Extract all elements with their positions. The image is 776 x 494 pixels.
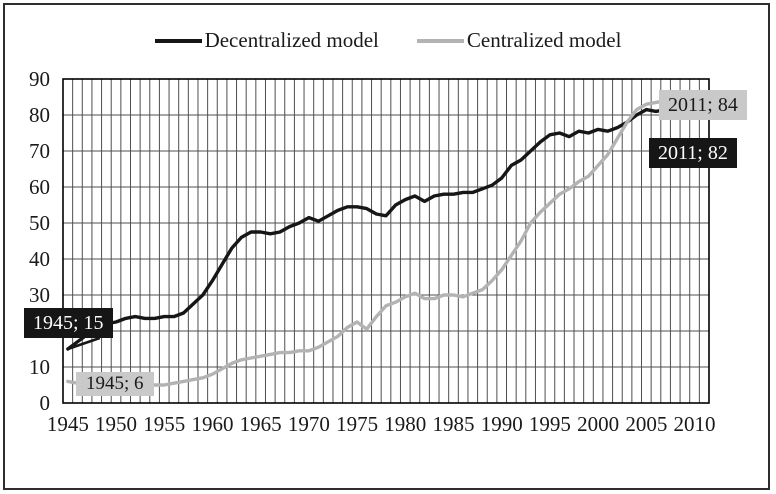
data-label-centralized-1945: 1945; 6 bbox=[76, 372, 154, 396]
y-axis-tick-label: 10 bbox=[29, 355, 50, 379]
y-axis-tick-label: 80 bbox=[29, 103, 50, 127]
x-axis-tick-label: 1950 bbox=[95, 412, 137, 436]
data-label-decentralized-1945: 1945; 15 bbox=[24, 308, 113, 338]
plot-border bbox=[62, 78, 710, 404]
x-axis-tick-label: 1995 bbox=[529, 412, 571, 436]
y-axis-tick-label: 70 bbox=[29, 139, 50, 163]
data-label-centralized-2011: 2011; 84 bbox=[659, 90, 747, 120]
legend-label-decentralized: Decentralized model bbox=[204, 28, 379, 52]
centralized-line-swatch bbox=[416, 38, 464, 43]
y-axis-tick-label: 0 bbox=[40, 391, 51, 415]
x-axis-tick-label: 1970 bbox=[288, 412, 330, 436]
x-axis-tick-label: 1960 bbox=[191, 412, 233, 436]
legend-label-centralized: Centralized model bbox=[466, 28, 622, 52]
x-axis-tick-label: 1965 bbox=[240, 412, 282, 436]
x-axis-tick-label: 1980 bbox=[384, 412, 426, 436]
x-axis-tick-label: 2005 bbox=[625, 412, 667, 436]
x-axis-tick-label: 2000 bbox=[577, 412, 619, 436]
data-label-decentralized-2011: 2011; 82 bbox=[649, 138, 737, 168]
x-axis-tick-label: 2010 bbox=[674, 412, 716, 436]
y-axis-tick-label: 40 bbox=[29, 247, 50, 271]
legend-item-decentralized: Decentralized model bbox=[154, 28, 379, 53]
y-axis-tick-label: 50 bbox=[29, 211, 50, 235]
x-axis-tick-label: 1975 bbox=[336, 412, 378, 436]
legend-item-centralized: Centralized model bbox=[416, 28, 622, 53]
x-axis-tick-label: 1985 bbox=[432, 412, 474, 436]
y-axis-tick-label: 30 bbox=[29, 283, 50, 307]
decentralized-line bbox=[66, 106, 706, 351]
leader-decentralized-1945 bbox=[67, 336, 101, 351]
x-axis-tick-label: 1945 bbox=[47, 412, 89, 436]
decentralized-line-swatch bbox=[154, 38, 202, 43]
y-axis-tick-label: 60 bbox=[29, 175, 50, 199]
centralized-line bbox=[66, 98, 706, 389]
chart-legend: Decentralized model Centralized model bbox=[0, 28, 776, 53]
x-axis-tick-label: 1990 bbox=[481, 412, 523, 436]
y-axis-tick-label: 90 bbox=[29, 67, 50, 91]
x-axis-tick-label: 1955 bbox=[143, 412, 185, 436]
